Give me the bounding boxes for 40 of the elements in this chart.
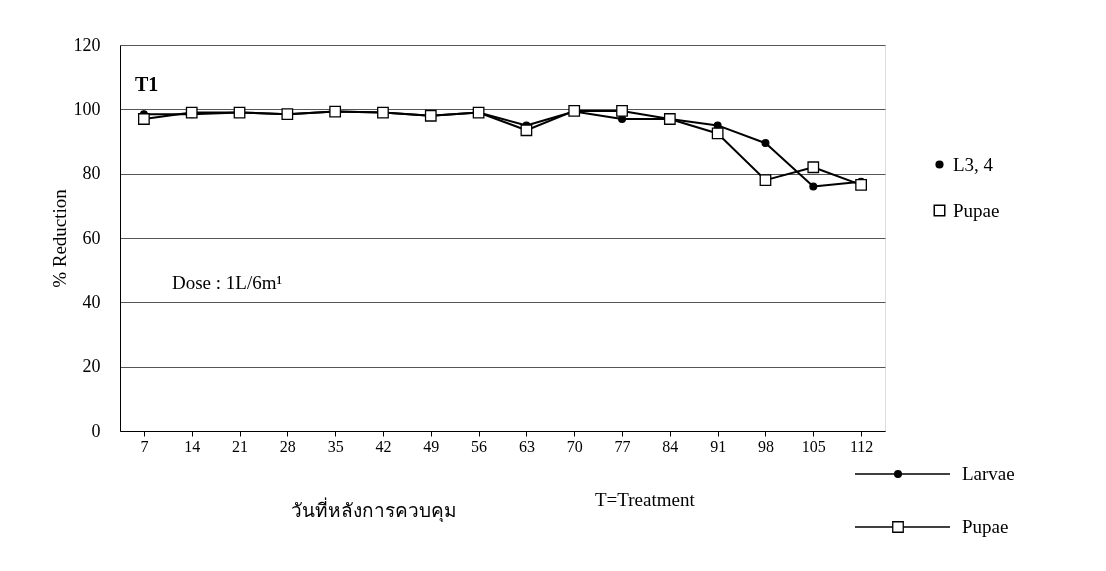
x-tick-label: 42 xyxy=(375,437,392,455)
point xyxy=(855,179,867,191)
y-tick-label: 20 xyxy=(82,356,101,377)
legend-label: Pupae xyxy=(953,199,1000,221)
x-tick-label: 70 xyxy=(566,437,583,455)
x-tick-label: 84 xyxy=(662,437,679,455)
annotation: Dose : 1L/6m¹ xyxy=(172,272,283,293)
x-tick-label: 63 xyxy=(518,437,535,455)
x-tick-label: 49 xyxy=(423,437,440,455)
y-tick-label: 40 xyxy=(82,291,101,312)
y-tick-label: 100 xyxy=(73,98,101,119)
point xyxy=(711,127,724,140)
text: Larvae xyxy=(962,463,1015,484)
point xyxy=(807,161,820,174)
x-tick-label: 56 xyxy=(471,437,488,455)
point xyxy=(185,106,198,119)
x-tick-label: 14 xyxy=(184,437,201,455)
point xyxy=(138,113,150,125)
y-axis-title: % Reduction xyxy=(48,188,70,288)
x-tick-label: 98 xyxy=(757,437,774,455)
x-tick-label: 28 xyxy=(279,437,296,455)
x-tick-label: 77 xyxy=(614,437,631,455)
x-tick-label: 21 xyxy=(232,437,249,455)
y-tick-label: 80 xyxy=(82,163,101,184)
x-axis-title: วันที่หลังการควบคุม xyxy=(290,496,457,523)
y-tick-label: 120 xyxy=(73,34,101,55)
point xyxy=(520,124,533,137)
point xyxy=(759,174,772,186)
x-tick-label: 105 xyxy=(801,437,826,455)
y-tick-label: 60 xyxy=(82,227,101,248)
annotation: T1 xyxy=(135,73,159,95)
text: T=Treatment xyxy=(595,489,696,510)
text: Pupae xyxy=(962,516,1009,537)
x-tick-label: 91 xyxy=(710,437,727,455)
x-tick-label: 35 xyxy=(327,437,344,455)
point xyxy=(616,105,628,117)
y-tick-label: 0 xyxy=(91,420,101,441)
x-tick-label: 7 xyxy=(140,437,149,455)
legend-label: L3, 4 xyxy=(953,153,994,175)
x-tick-label: 112 xyxy=(849,437,874,455)
